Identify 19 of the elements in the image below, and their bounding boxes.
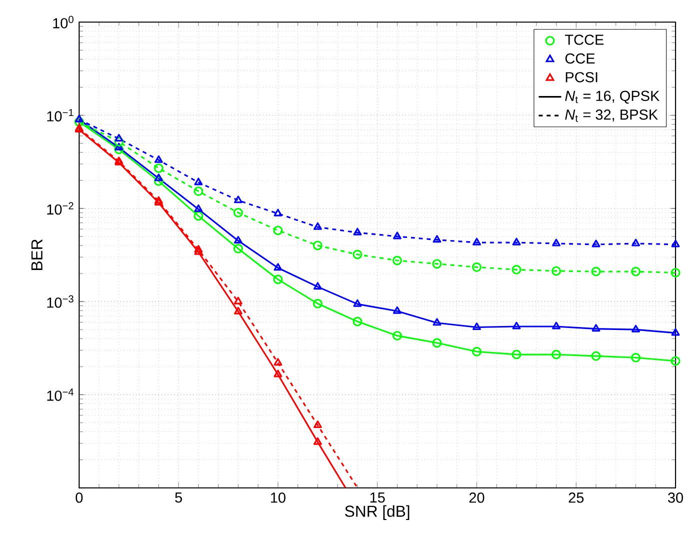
legend-label: N$_{t}$ = 32, BPSK (565, 109, 658, 122)
x-tick-label: 5 (175, 492, 182, 502)
legend-label: PCSI (566, 72, 598, 82)
legend-label: CCE (565, 53, 595, 64)
x-tick-label: 10 (270, 492, 286, 503)
y-tick-label: 10$^{−3}$ (47, 295, 74, 308)
x-tick-label: 20 (469, 492, 484, 503)
x-tick-label: 30 (668, 492, 684, 503)
y-tick-label: 10$^{0}$ (53, 16, 74, 28)
legend-label: TCCE (565, 34, 604, 45)
y-axis-title: BER (31, 239, 42, 270)
y-tick-label: 10$^{−2}$ (47, 202, 74, 214)
x-axis-title: SNR [dB] (345, 505, 410, 520)
x-tick-label: 25 (568, 492, 584, 503)
x-tick-label: 0 (76, 492, 83, 503)
legend-label: N$_{t}$ = 16, QPSK (565, 90, 660, 104)
x-tick-label: 15 (370, 492, 385, 502)
y-tick-label: 10$^{−1}$ (47, 108, 74, 122)
y-tick-label: 10$^{−4}$ (47, 388, 74, 401)
